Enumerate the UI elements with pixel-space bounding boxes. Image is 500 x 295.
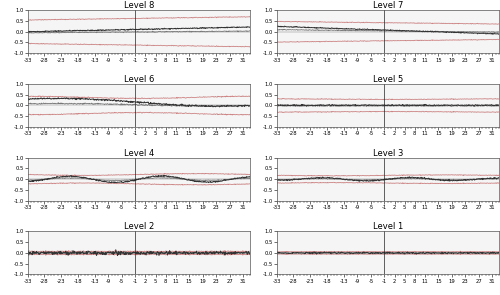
Title: Level 7: Level 7 <box>372 1 403 10</box>
Title: Level 4: Level 4 <box>124 149 154 158</box>
Title: Level 5: Level 5 <box>372 75 403 84</box>
Title: Level 6: Level 6 <box>124 75 154 84</box>
Title: Level 2: Level 2 <box>124 222 154 231</box>
Title: Level 8: Level 8 <box>124 1 154 10</box>
Title: Level 3: Level 3 <box>372 149 403 158</box>
Title: Level 1: Level 1 <box>372 222 403 231</box>
